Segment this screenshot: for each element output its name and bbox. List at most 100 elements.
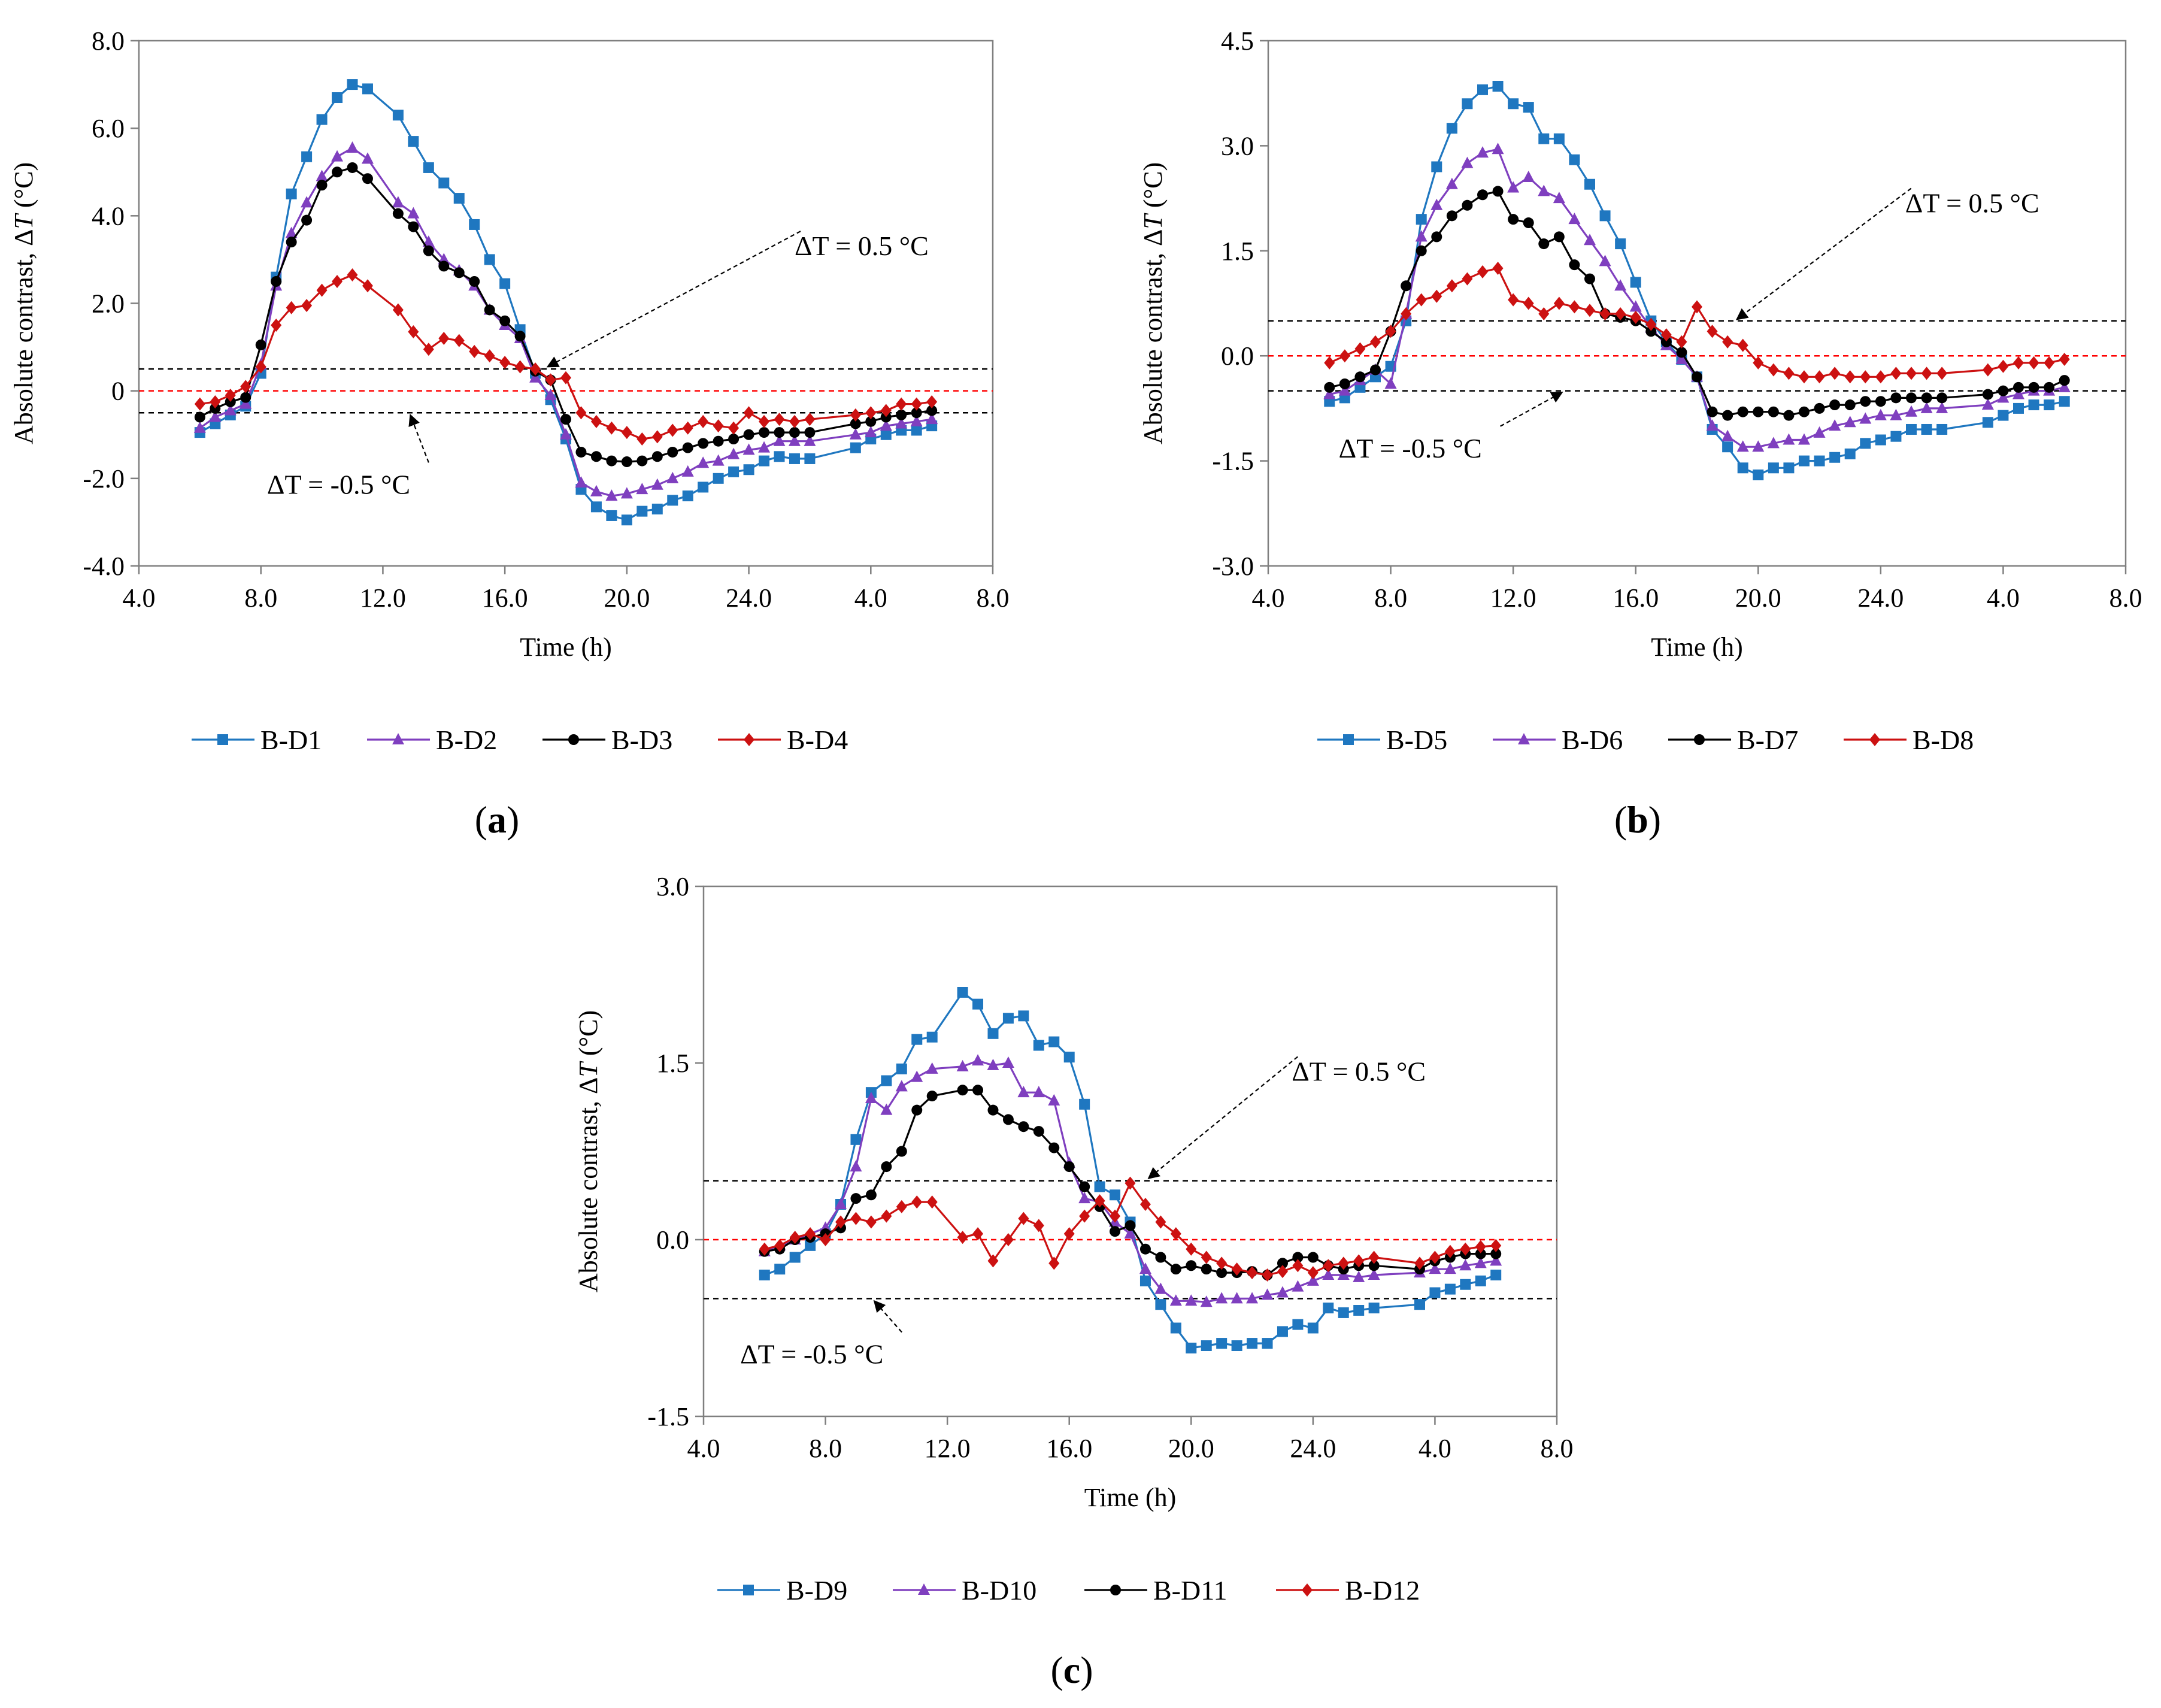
data-point — [255, 339, 266, 350]
data-point — [209, 410, 222, 422]
data-point — [1707, 325, 1718, 338]
data-point — [575, 406, 587, 420]
data-point — [194, 411, 205, 423]
x-tick-label: 8.0 — [2110, 583, 2142, 613]
data-point — [636, 483, 648, 495]
data-point — [1860, 396, 1871, 407]
data-point — [1353, 1270, 1365, 1282]
x-tick-label: 16.0 — [1613, 583, 1659, 613]
data-point — [1507, 181, 1520, 193]
y-tick-label: 2.0 — [92, 289, 125, 319]
data-point — [1155, 1299, 1166, 1310]
data-point — [972, 1054, 984, 1066]
annotation-label: ΔT = -0.5 °C — [740, 1339, 883, 1370]
data-point — [820, 1233, 831, 1246]
y-axis-label-italic: T — [574, 1061, 603, 1077]
data-point — [926, 1091, 938, 1102]
data-point — [2044, 356, 2055, 370]
data-point — [1614, 279, 1627, 291]
data-point — [1844, 399, 1856, 411]
y-tick-label: -4.0 — [83, 552, 125, 581]
data-point — [789, 453, 800, 464]
data-point — [774, 427, 785, 438]
series-line — [764, 1089, 1496, 1276]
data-point — [606, 510, 617, 521]
data-point — [911, 425, 922, 436]
legend-item-b-d9: B-D9 — [717, 1575, 847, 1606]
data-point — [987, 1104, 999, 1116]
data-point — [347, 162, 358, 173]
series-line — [199, 274, 932, 440]
data-point — [850, 1134, 862, 1145]
data-point — [865, 426, 877, 438]
data-point — [392, 110, 404, 121]
data-point — [1753, 406, 1764, 417]
data-point — [469, 219, 480, 230]
data-point — [1906, 392, 1917, 404]
chart-panel-b: -3.0 -1.5 0.0 1.5 3.0 4.5 4.0 8.0 12.0 16.0 20.0 24… — [1138, 26, 2142, 841]
data-point — [1599, 210, 1611, 222]
y-axis-label: Absolute contrast, ΔT (°C) — [9, 162, 38, 444]
data-point — [1414, 1256, 1425, 1270]
data-point — [1982, 389, 1993, 400]
y-axis-label: Absolute contrast, ΔT (°C) — [1138, 162, 1168, 444]
series-line — [764, 1182, 1496, 1276]
data-point — [1201, 1250, 1212, 1264]
data-point — [1737, 338, 1748, 352]
data-point — [1615, 238, 1626, 250]
data-point — [1538, 238, 1550, 250]
y-tick-label: -1.5 — [1212, 447, 1254, 476]
data-point — [1368, 1250, 1380, 1264]
data-point — [1522, 171, 1535, 183]
y-tick-label: 8.0 — [92, 26, 125, 56]
data-point — [2044, 381, 2055, 393]
data-point — [1753, 356, 1764, 370]
data-point — [423, 245, 434, 256]
data-point — [469, 344, 480, 358]
data-point — [743, 429, 754, 440]
data-point — [987, 1058, 999, 1070]
panel-label: (c) — [1050, 1649, 1093, 1691]
data-point — [1429, 1250, 1441, 1264]
data-point — [1630, 310, 1641, 324]
data-point — [1338, 1256, 1349, 1270]
data-point — [1079, 1098, 1090, 1110]
data-point — [1736, 440, 1749, 452]
data-point — [332, 166, 343, 178]
data-point — [1706, 419, 1719, 431]
data-point — [1033, 1126, 1044, 1137]
data-point — [1170, 1264, 1181, 1275]
data-point — [1170, 1227, 1181, 1241]
data-point — [1921, 367, 1932, 380]
data-point — [1813, 426, 1826, 438]
plot-frame — [702, 885, 1558, 1418]
data-point — [1353, 1254, 1365, 1268]
data-point — [514, 360, 526, 374]
data-point — [1523, 296, 1534, 310]
panel-label: (a) — [475, 798, 520, 841]
data-point — [1002, 1233, 1014, 1246]
data-point — [1783, 367, 1795, 380]
data-point — [1477, 84, 1488, 95]
data-point — [362, 83, 373, 95]
data-point — [1783, 433, 1795, 445]
data-point — [1169, 1294, 1182, 1306]
data-point — [880, 429, 892, 440]
data-point — [1277, 1258, 1288, 1269]
data-point — [865, 1092, 877, 1103]
data-point — [865, 1189, 877, 1201]
data-point — [1936, 423, 1948, 435]
data-point — [774, 1264, 786, 1275]
data-point — [881, 1209, 892, 1223]
data-point — [1477, 146, 1489, 158]
data-point — [240, 380, 251, 393]
legend-item-b-d8: B-D8 — [1844, 725, 1974, 755]
panel-label-letter: b — [1627, 798, 1648, 841]
x-tick-label: 8.0 — [1541, 1434, 1574, 1463]
data-point — [1599, 307, 1611, 321]
data-point — [1063, 1227, 1075, 1241]
data-point — [286, 188, 297, 199]
x-tick-label: 8.0 — [1374, 583, 1407, 613]
y-tick-label: -3.0 — [1212, 552, 1254, 581]
data-point — [1201, 1264, 1212, 1275]
